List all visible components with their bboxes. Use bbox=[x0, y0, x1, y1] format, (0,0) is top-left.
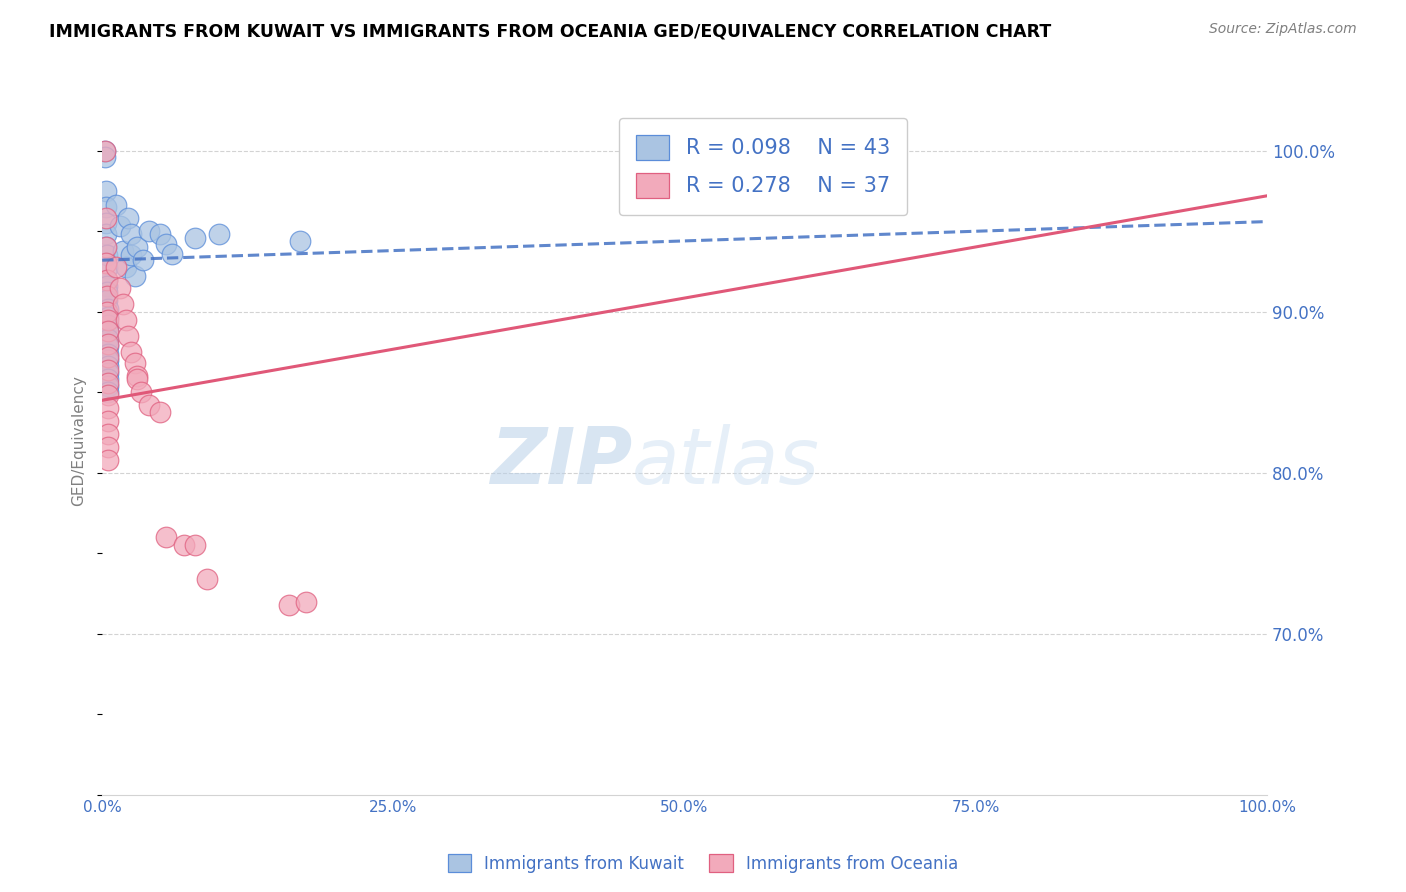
Point bbox=[96, 261, 118, 276]
Point bbox=[97, 324, 120, 338]
Point bbox=[127, 372, 149, 386]
Point bbox=[97, 366, 120, 380]
Point bbox=[97, 414, 120, 428]
Y-axis label: GED/Equivalency: GED/Equivalency bbox=[72, 376, 86, 506]
Point bbox=[97, 359, 120, 374]
Point bbox=[97, 338, 120, 352]
Point bbox=[97, 310, 120, 324]
Point bbox=[96, 293, 118, 308]
Point bbox=[97, 346, 120, 360]
Point bbox=[129, 385, 152, 400]
Point bbox=[195, 572, 218, 586]
Point bbox=[114, 260, 136, 274]
Point bbox=[138, 398, 160, 412]
Point bbox=[108, 219, 131, 234]
Point bbox=[290, 234, 312, 248]
Point bbox=[96, 279, 118, 293]
Point bbox=[112, 244, 135, 258]
Point bbox=[124, 269, 146, 284]
Point bbox=[112, 296, 135, 310]
Point bbox=[155, 530, 177, 544]
Point bbox=[127, 240, 149, 254]
Point bbox=[96, 248, 118, 262]
Point bbox=[94, 227, 117, 242]
Text: IMMIGRANTS FROM KUWAIT VS IMMIGRANTS FROM OCEANIA GED/EQUIVALENCY CORRELATION CH: IMMIGRANTS FROM KUWAIT VS IMMIGRANTS FRO… bbox=[49, 22, 1052, 40]
Point bbox=[93, 144, 115, 158]
Point bbox=[138, 224, 160, 238]
Point bbox=[117, 329, 139, 343]
Point bbox=[105, 260, 128, 274]
Point bbox=[97, 440, 120, 454]
Point bbox=[124, 356, 146, 370]
Point bbox=[97, 401, 120, 416]
Point bbox=[97, 372, 120, 386]
Point bbox=[97, 388, 120, 402]
Point bbox=[149, 404, 172, 418]
Point bbox=[97, 324, 120, 338]
Point bbox=[97, 362, 120, 376]
Point bbox=[97, 301, 120, 316]
Point bbox=[114, 313, 136, 327]
Point bbox=[97, 453, 120, 467]
Point bbox=[97, 427, 120, 442]
Point bbox=[127, 369, 149, 384]
Point bbox=[97, 318, 120, 332]
Point bbox=[295, 594, 318, 608]
Point bbox=[94, 240, 117, 254]
Point bbox=[108, 280, 131, 294]
Point bbox=[97, 353, 120, 368]
Point bbox=[94, 184, 117, 198]
Point bbox=[97, 379, 120, 393]
Point bbox=[96, 272, 118, 286]
Point bbox=[97, 385, 120, 400]
Point bbox=[149, 227, 172, 242]
Point bbox=[208, 227, 231, 242]
Point bbox=[93, 150, 115, 164]
Point bbox=[96, 304, 118, 318]
Point bbox=[97, 313, 120, 327]
Point bbox=[173, 538, 195, 552]
Text: Source: ZipAtlas.com: Source: ZipAtlas.com bbox=[1209, 22, 1357, 37]
Point bbox=[184, 230, 207, 244]
Point bbox=[97, 332, 120, 346]
Point bbox=[94, 216, 117, 230]
Text: atlas: atlas bbox=[633, 424, 820, 500]
Point bbox=[277, 598, 299, 612]
Point bbox=[120, 248, 142, 262]
Legend: R = 0.098    N = 43, R = 0.278    N = 37: R = 0.098 N = 43, R = 0.278 N = 37 bbox=[619, 118, 907, 215]
Point bbox=[94, 240, 117, 254]
Point bbox=[96, 285, 118, 300]
Point bbox=[184, 538, 207, 552]
Point bbox=[120, 227, 142, 242]
Point bbox=[132, 253, 155, 268]
Point bbox=[94, 200, 117, 214]
Point bbox=[117, 211, 139, 226]
Point bbox=[97, 337, 120, 351]
Point bbox=[94, 256, 117, 270]
Point bbox=[94, 211, 117, 226]
Point bbox=[105, 198, 128, 212]
Point bbox=[160, 247, 183, 261]
Point bbox=[97, 350, 120, 364]
Point bbox=[96, 272, 118, 286]
Point bbox=[155, 237, 177, 252]
Point bbox=[96, 288, 118, 302]
Text: ZIP: ZIP bbox=[489, 424, 633, 500]
Legend: Immigrants from Kuwait, Immigrants from Oceania: Immigrants from Kuwait, Immigrants from … bbox=[441, 847, 965, 880]
Point bbox=[97, 376, 120, 390]
Point bbox=[120, 345, 142, 359]
Point bbox=[93, 144, 115, 158]
